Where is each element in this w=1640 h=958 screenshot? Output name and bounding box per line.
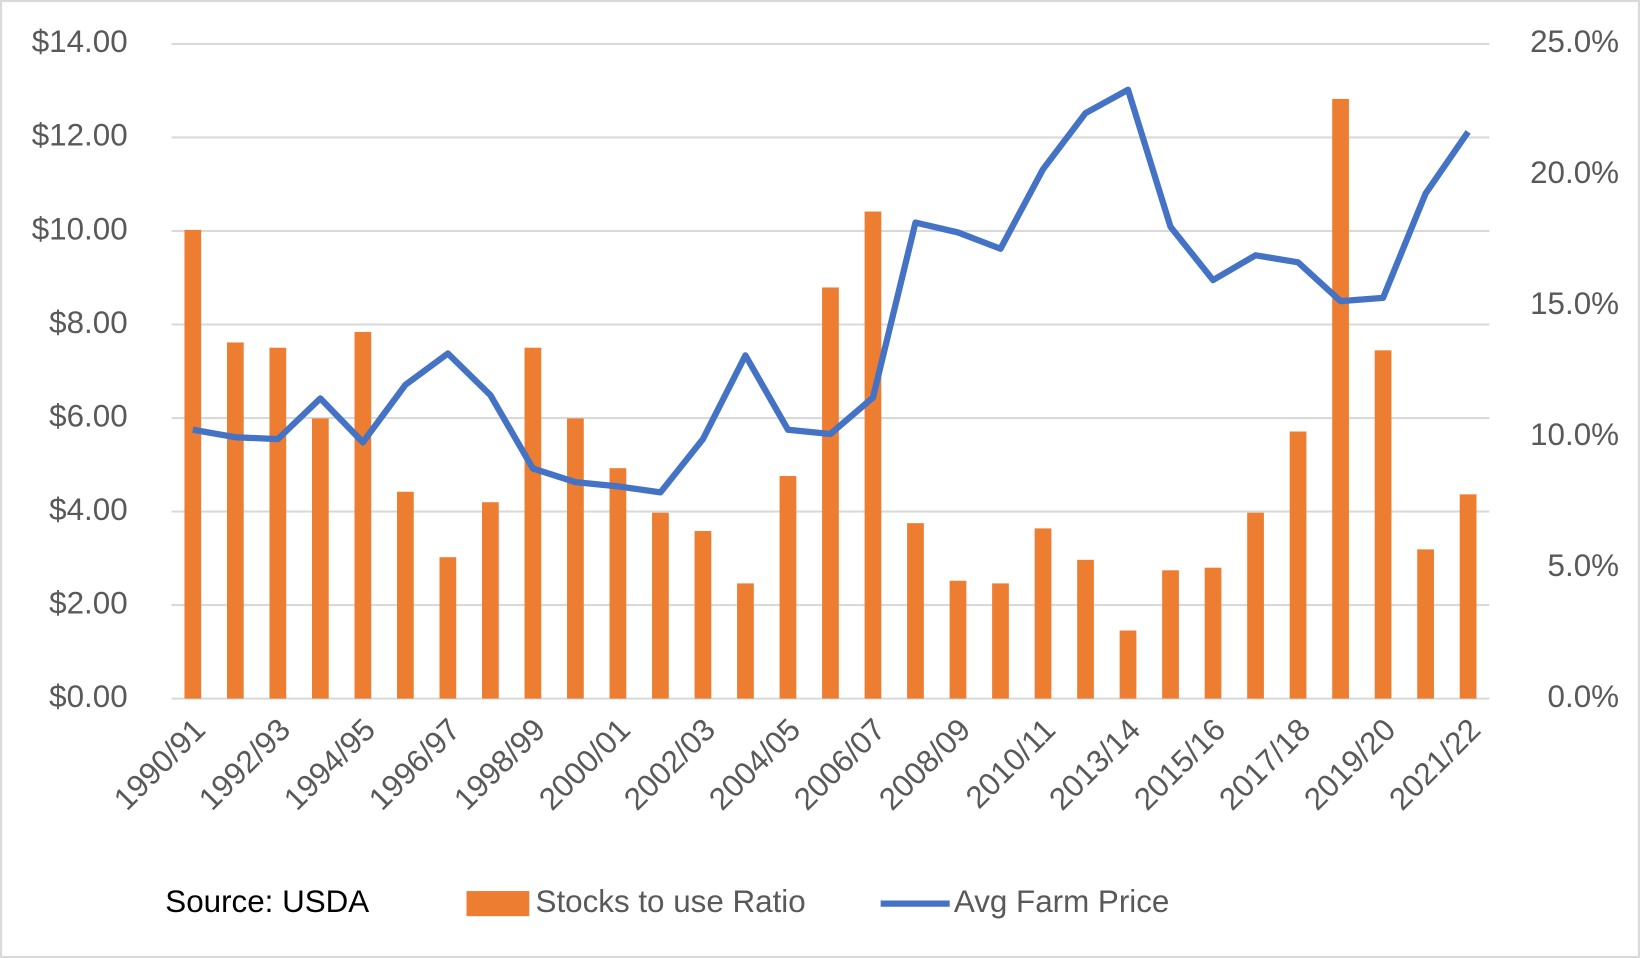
bar <box>482 502 499 699</box>
bar <box>1034 528 1052 699</box>
y-tick-label: $8.00 <box>49 305 127 340</box>
bar <box>269 347 287 699</box>
annotation: Source: USDA <box>165 884 369 919</box>
bar <box>1247 512 1264 699</box>
y2-tick-label: 25.0% <box>1530 24 1619 59</box>
bar <box>1374 350 1392 699</box>
y-tick-label: $12.00 <box>32 118 128 153</box>
y-tick-label: $0.00 <box>49 679 127 714</box>
bar <box>311 418 329 699</box>
bar <box>184 229 202 699</box>
bar <box>354 331 372 699</box>
y-tick-label: $4.00 <box>49 492 127 527</box>
bar <box>652 512 669 699</box>
y2-tick-label: 20.0% <box>1530 155 1619 190</box>
bar <box>949 580 967 699</box>
bar <box>1119 630 1137 699</box>
line <box>192 86 1471 496</box>
bar <box>1332 98 1349 699</box>
bar <box>1162 570 1179 699</box>
y-tick-label: $2.00 <box>49 585 127 620</box>
y2-tick-label: 0.0% <box>1548 679 1619 714</box>
y2-tick-label: 10.0% <box>1530 417 1619 452</box>
bar <box>1417 549 1434 699</box>
y-tick-label: $6.00 <box>49 398 127 433</box>
bar <box>864 211 882 699</box>
y2-tick-label: 5.0% <box>1548 548 1619 583</box>
bar <box>567 418 584 699</box>
bar <box>524 347 542 699</box>
bar <box>439 557 457 699</box>
bar <box>1289 431 1307 699</box>
y2-tick-label: 15.0% <box>1530 286 1619 321</box>
bar <box>1077 559 1094 699</box>
bar <box>1204 567 1222 699</box>
bar <box>694 531 712 699</box>
legend-label: Avg Farm Price <box>954 884 1170 919</box>
bar <box>609 468 627 699</box>
bar <box>907 523 924 699</box>
bar <box>992 583 1009 699</box>
bar <box>779 476 797 699</box>
bar <box>397 491 414 699</box>
y-tick-label: $14.00 <box>32 24 128 59</box>
legend-swatch <box>466 891 530 917</box>
y-tick-label: $10.00 <box>32 211 128 246</box>
bar <box>822 287 839 699</box>
bar <box>226 342 244 699</box>
bar <box>737 583 754 699</box>
legend-label: Stocks to use Ratio <box>536 884 806 919</box>
bar <box>1459 494 1477 699</box>
